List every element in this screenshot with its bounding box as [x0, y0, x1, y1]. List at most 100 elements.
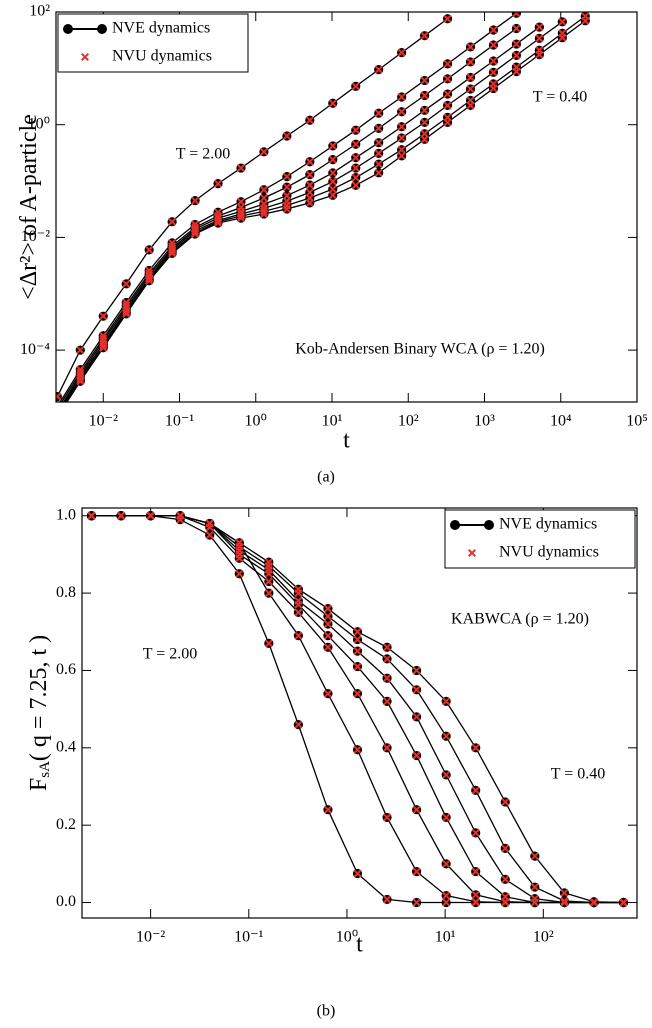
nvu-marker [383, 813, 392, 822]
y-tick-label: 0.0 [56, 893, 76, 910]
nvu-marker [323, 805, 332, 814]
nvu-marker [466, 101, 475, 110]
y-tick-label: 0.6 [56, 661, 76, 678]
x-tick-label: 10⁰ [245, 413, 267, 430]
nvu-marker [489, 40, 498, 49]
nvu-marker [374, 149, 383, 158]
nvu-marker [471, 786, 480, 795]
nvu-marker [76, 375, 85, 384]
nvu-marker [99, 312, 108, 321]
nvu-marker [122, 308, 131, 317]
nvu-marker [443, 74, 452, 83]
nvu-marker [328, 168, 337, 177]
nvu-marker [397, 151, 406, 160]
nve-marker [53, 412, 62, 421]
x-axis-label: t [356, 932, 363, 958]
nvu-marker [54, 410, 61, 417]
legend-label: NVE dynamics [112, 20, 210, 37]
annotation: T = 2.00 [176, 146, 231, 163]
nvu-marker [383, 697, 392, 706]
annotation: T = 2.00 [143, 646, 198, 663]
nvu-marker [323, 631, 332, 640]
nvu-marker [205, 531, 214, 540]
nvu-marker [191, 229, 200, 238]
nvu-marker [512, 40, 521, 49]
nvu-marker [397, 134, 406, 143]
nvu-marker [145, 245, 154, 254]
curve-line [65, 15, 586, 402]
nvu-marker [205, 519, 214, 528]
y-axis-label-rest: ( q = 7.25, t ) [26, 635, 52, 761]
y-tick-label: 10² [29, 3, 50, 20]
nvu-marker [54, 409, 61, 416]
nvu-marker [420, 118, 429, 127]
nvu-marker [581, 16, 590, 25]
nvu-marker [560, 888, 569, 897]
nvu-marker [443, 14, 452, 23]
plot-area [86, 511, 629, 908]
x-tick-label: 10² [533, 929, 554, 946]
nvu-marker [305, 157, 314, 166]
nvu-marker [146, 511, 155, 520]
nvu-marker [443, 59, 452, 68]
nvu-marker [54, 414, 61, 421]
nvu-marker [264, 589, 273, 598]
legend: NVE dynamics NVU dynamics [444, 509, 636, 569]
nvu-marker [351, 173, 360, 182]
nvu-marker [259, 210, 268, 219]
nvu-marker [264, 577, 273, 586]
nvu-marker [383, 643, 392, 652]
nvu-marker [328, 185, 337, 194]
annotation: T = 0.40 [533, 89, 588, 106]
y-axis-label: <Δr²> of A-particle [16, 114, 42, 300]
nvu-marker [353, 869, 362, 878]
nvu-marker [420, 76, 429, 85]
plot-frame [81, 507, 638, 919]
nvu-marker [466, 73, 475, 82]
nvu-marker [305, 181, 314, 190]
curve-line [62, 26, 540, 402]
y-axis-label-main: <Δr²> of A-particle [16, 114, 42, 300]
nvu-marker [535, 50, 544, 59]
nvu-marker [87, 511, 96, 520]
nvu-marker [412, 685, 421, 694]
nvu-marker [374, 168, 383, 177]
x-axis-label: t [343, 428, 350, 454]
nvu-marker [353, 627, 362, 636]
nvu-marker [236, 211, 245, 220]
caption: (a) [317, 469, 335, 486]
caption: (b) [317, 1003, 336, 1020]
chart: 10⁻² 10⁻¹ 10⁰ 10¹ 10² 10³ 10⁴ 10⁵ 10⁻⁴ 10⁻² 10⁰ 10²… [16, 3, 648, 486]
legend-marker [467, 548, 477, 558]
nvu-marker [294, 720, 303, 729]
annotation: Kob-Andersen Binary WCA (ρ = 1.20) [295, 341, 545, 358]
curve-line [91, 515, 624, 904]
annotation: KABWCA (ρ = 1.20) [451, 611, 589, 628]
nvu-marker [54, 406, 61, 413]
nvu-marker [353, 635, 362, 644]
nvu-marker [383, 654, 392, 663]
legend-label: NVU dynamics [112, 48, 212, 65]
nvu-marker [530, 883, 539, 892]
nvu-marker [471, 828, 480, 837]
legend-box [57, 13, 249, 73]
nvu-marker [259, 185, 268, 194]
legend-label: NVE dynamics [499, 516, 597, 533]
nvu-marker [412, 898, 421, 907]
nvu-marker [489, 84, 498, 93]
nvu-marker [512, 51, 521, 60]
x-tick-label: 10⁻¹ [165, 413, 194, 430]
nvu-marker [351, 164, 360, 173]
nvu-marker [328, 141, 337, 150]
nvu-marker [383, 743, 392, 752]
nvu-marker [351, 153, 360, 162]
nvu-marker [282, 132, 291, 141]
x-tick-label: 10⁵ [626, 413, 648, 430]
chart: 10⁻² 10⁻¹ 10⁰ 10¹ 10²0.00.20.40.60.81.0tFsA(… [26, 506, 638, 1020]
nvu-marker [412, 805, 421, 814]
nvu-marker [589, 897, 598, 906]
legend-marker [97, 24, 107, 34]
nvu-marker [54, 412, 61, 419]
nvu-marker [397, 122, 406, 131]
